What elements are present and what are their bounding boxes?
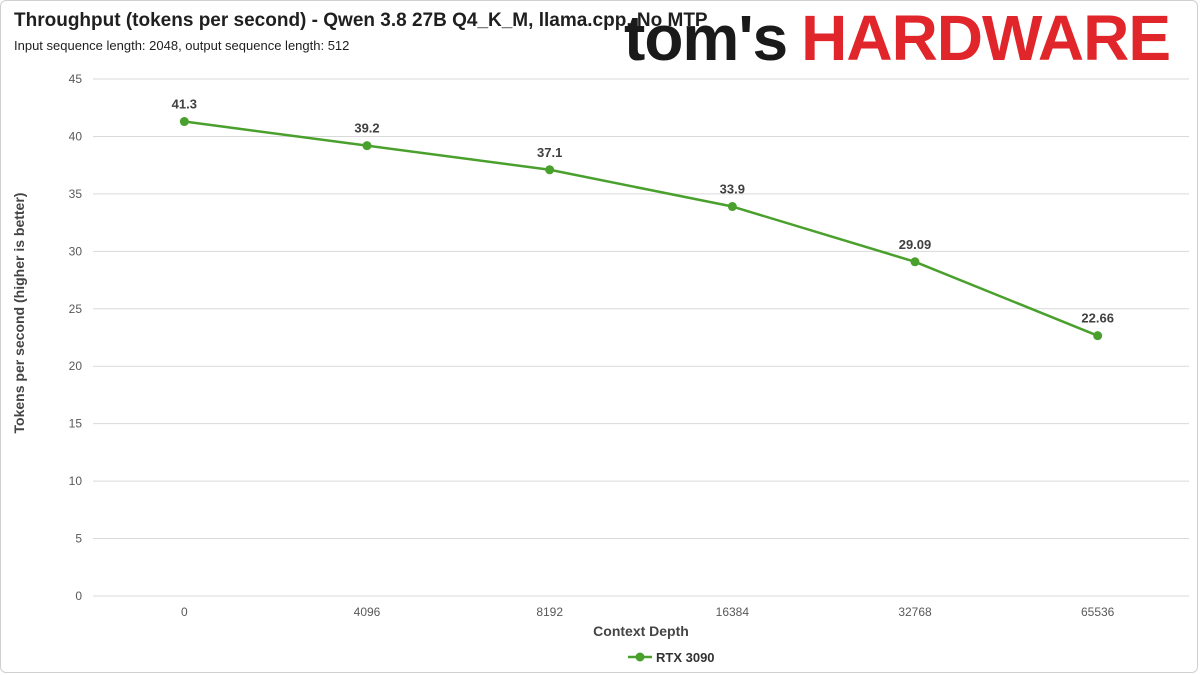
y-tick-label: 45: [69, 72, 83, 86]
y-tick-label: 30: [69, 244, 83, 258]
toms-hardware-logo: tom's HARDWARE: [624, 2, 1171, 74]
data-point: [727, 202, 737, 212]
logo-text-toms: tom's: [624, 2, 788, 74]
legend-label: RTX 3090: [656, 650, 715, 665]
y-tick-label: 5: [75, 532, 82, 546]
logo-text-hardware: HARDWARE: [801, 2, 1171, 74]
x-tick-label: 32768: [898, 605, 932, 619]
y-tick-label: 0: [75, 589, 82, 603]
x-tick-label: 4096: [354, 605, 381, 619]
data-label: 37.1: [537, 145, 562, 160]
chart-subtitle: Input sequence length: 2048, output sequ…: [14, 38, 350, 53]
data-label: 29.09: [899, 237, 932, 252]
y-tick-label: 35: [69, 187, 83, 201]
y-tick-label: 15: [69, 417, 83, 431]
data-point: [362, 141, 372, 151]
y-tick-label: 10: [69, 474, 83, 488]
x-tick-label: 0: [181, 605, 188, 619]
gridlines: [93, 78, 1189, 597]
data-point: [545, 165, 555, 175]
x-tick-label: 8192: [536, 605, 563, 619]
legend-swatch-marker: [635, 652, 645, 662]
x-axis-label: Context Depth: [593, 623, 689, 639]
series-layer: [179, 117, 1103, 341]
chart-title: Throughput (tokens per second) - Qwen 3.…: [14, 10, 708, 31]
legend: RTX 3090: [628, 650, 715, 665]
data-label: 33.9: [720, 182, 745, 197]
y-tick-label: 40: [69, 129, 83, 143]
series-line-rtx-3090: [184, 120, 1099, 337]
x-tick-label: 65536: [1081, 605, 1115, 619]
y-axis-ticks: 0 5 10 15 20 25 30 35 40 45: [69, 72, 83, 603]
y-tick-label: 20: [69, 359, 83, 373]
data-point: [910, 257, 920, 267]
data-labels: 41.3 39.2 37.1 33.9 29.09 22.66: [172, 97, 1114, 326]
x-axis-ticks: 0 4096 8192 16384 32768 65536: [181, 605, 1115, 619]
data-label: 41.3: [172, 97, 197, 112]
data-point: [179, 117, 189, 127]
y-axis-label: Tokens per second (higher is better): [11, 193, 27, 434]
x-tick-label: 16384: [716, 605, 750, 619]
data-point: [1093, 331, 1103, 341]
data-label: 22.66: [1081, 311, 1114, 326]
data-label: 39.2: [354, 121, 379, 136]
y-tick-label: 25: [69, 302, 83, 316]
